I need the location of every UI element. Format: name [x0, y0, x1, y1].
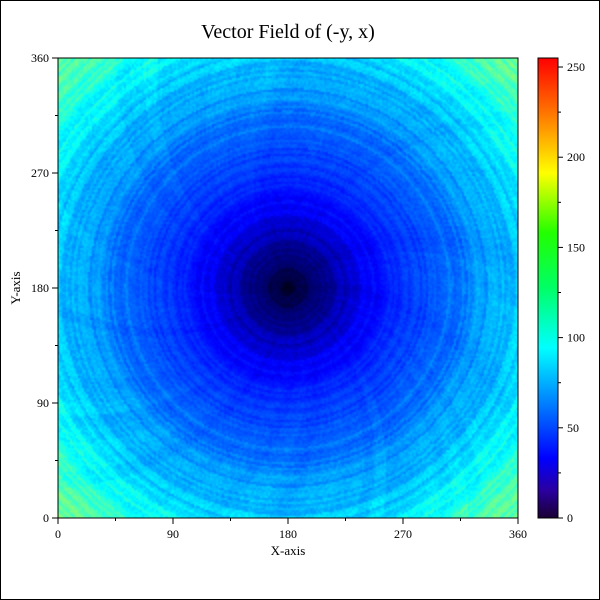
colorbar-tick-label: 250: [567, 60, 585, 74]
chart-title: Vector Field of (-y, x): [201, 21, 375, 43]
colorbar-tick-label: 100: [567, 331, 585, 345]
colorbar-gradient: [537, 57, 559, 519]
colorbar-tick-label: 0: [567, 511, 573, 525]
y-tick-label: 0: [43, 511, 49, 525]
x-tick-label: 360: [509, 527, 527, 541]
y-axis-label: Y-axis: [8, 271, 23, 304]
colorbar-ticks: 0 50 100 150 200 250: [558, 60, 585, 525]
x-axis: 0 90 180 270 360: [55, 518, 527, 541]
x-tick-label: 90: [167, 527, 179, 541]
y-tick-label: 270: [31, 166, 49, 180]
y-tick-label: 360: [31, 51, 49, 65]
heatmap-area: [57, 57, 519, 519]
colorbar-tick-label: 150: [567, 240, 585, 254]
colorbar-tick-label: 200: [567, 150, 585, 164]
x-tick-label: 180: [279, 527, 297, 541]
colorbar: 0 50 100 150 200 250: [537, 57, 585, 525]
colorbar-tick-label: 50: [567, 421, 579, 435]
y-axis: 0 90 180 270 360: [31, 51, 58, 525]
x-tick-label: 0: [55, 527, 61, 541]
x-tick-label: 270: [394, 527, 412, 541]
heatmap-image: [58, 58, 518, 518]
y-tick-label: 180: [31, 281, 49, 295]
y-tick-label: 90: [37, 396, 49, 410]
x-axis-label: X-axis: [271, 543, 306, 558]
